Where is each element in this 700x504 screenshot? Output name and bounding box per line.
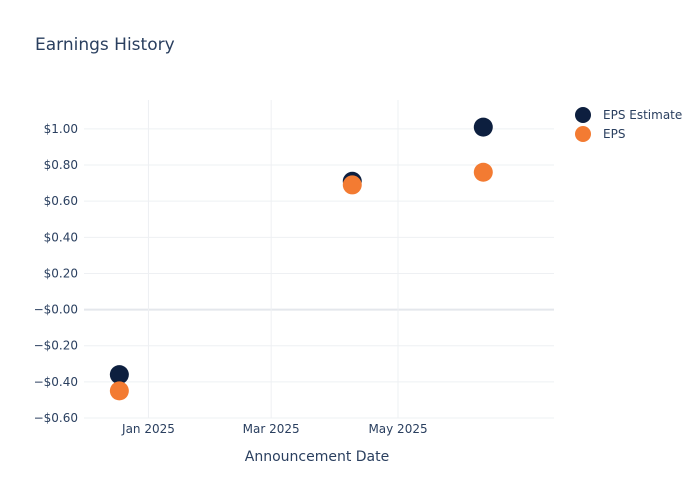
axis-layer: $1.00 $0.80 $0.60 $0.40 $0.20 −$0.00 −$0.20 −$0… bbox=[34, 122, 428, 436]
x-tick-label: May 2025 bbox=[368, 422, 427, 436]
y-tick-label: −$0.40 bbox=[34, 375, 78, 389]
legend-marker bbox=[575, 107, 591, 123]
legend-item-eps[interactable]: EPS bbox=[575, 126, 625, 142]
x-tick-label: Jan 2025 bbox=[121, 422, 175, 436]
x-axis-title: Announcement Date bbox=[245, 449, 389, 465]
data-point-eps[interactable] bbox=[473, 162, 493, 182]
data-point-eps[interactable] bbox=[109, 381, 129, 401]
y-tick-label: −$0.00 bbox=[34, 303, 78, 317]
legend-item-eps-estimate[interactable]: EPS Estimate bbox=[575, 107, 682, 123]
legend-label: EPS bbox=[603, 127, 625, 141]
y-tick-label: $0.60 bbox=[44, 194, 78, 208]
x-tick-label: Mar 2025 bbox=[243, 422, 300, 436]
data-point-eps-estimate[interactable] bbox=[109, 365, 129, 385]
y-tick-label: $0.20 bbox=[44, 266, 78, 280]
grid-layer bbox=[84, 100, 554, 419]
legend[interactable]: EPS Estimate EPS bbox=[575, 107, 682, 142]
legend-label: EPS Estimate bbox=[603, 108, 682, 122]
y-tick-label: $0.80 bbox=[44, 158, 78, 172]
chart-title: Earnings History bbox=[35, 35, 175, 55]
data-point-eps-estimate[interactable] bbox=[473, 117, 493, 137]
data-point-eps[interactable] bbox=[342, 175, 362, 195]
y-tick-label: −$0.60 bbox=[34, 411, 78, 425]
y-tick-label: $0.40 bbox=[44, 230, 78, 244]
legend-marker bbox=[575, 126, 591, 142]
y-tick-label: −$0.20 bbox=[34, 339, 78, 353]
points-layer bbox=[109, 117, 493, 401]
y-tick-label: $1.00 bbox=[44, 122, 78, 136]
